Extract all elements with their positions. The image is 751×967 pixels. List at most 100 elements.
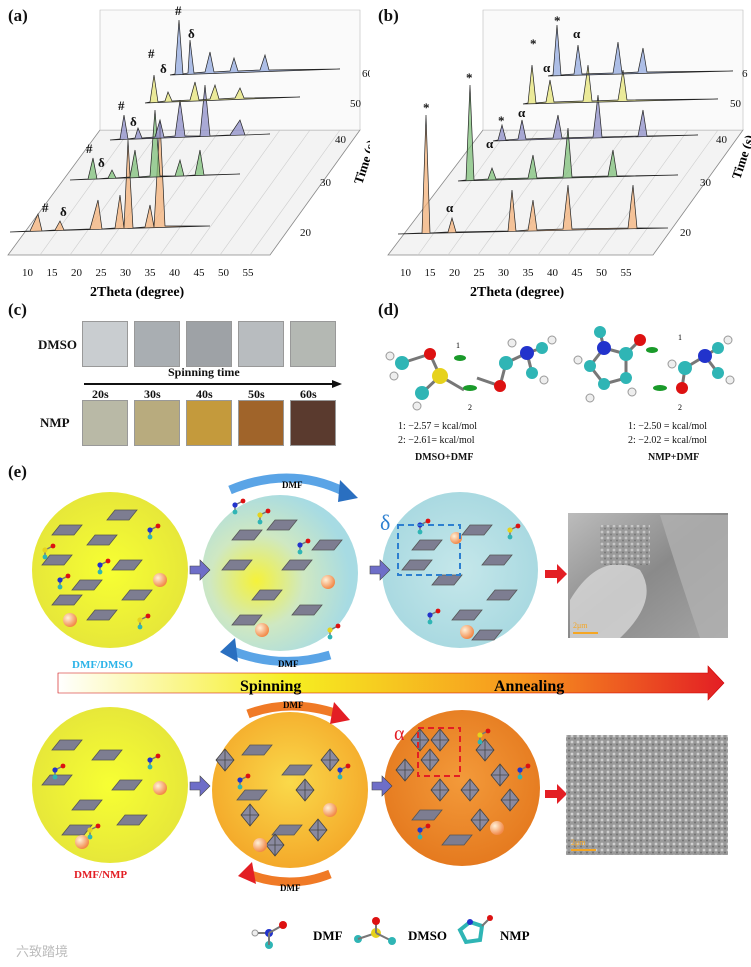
panel-a-label: (a): [8, 6, 28, 25]
solvent-molecule: [327, 623, 341, 640]
trace-20s: [397, 114, 669, 235]
solvent-molecule: [297, 538, 311, 555]
solvent-molecule: [42, 543, 56, 560]
panel-c-label: (c): [8, 300, 27, 319]
octahedron: [430, 778, 450, 802]
solvent-molecule: [57, 573, 71, 590]
x-tick: 40: [547, 267, 559, 279]
mechanism-schematic: δ α DMF DMF DMF DMF DMF/DMSO DMF/NMP Spi…: [16, 473, 728, 959]
solvent-molecule: [52, 763, 66, 780]
octahedron: [265, 833, 285, 857]
x-axis-label: 2Theta (degree): [90, 285, 185, 300]
panel-d-label: (d): [378, 300, 399, 319]
solvent-molecule: [137, 613, 151, 630]
solvent-molecule: [97, 558, 111, 575]
x-tick: 35: [523, 267, 535, 279]
spinning-time-arrow: [84, 380, 342, 388]
time-axis-label: Time (s): [351, 138, 370, 186]
arrow-to-sem: [545, 784, 567, 804]
x-tick: 15: [47, 267, 59, 279]
solvent-molecule: [517, 763, 531, 780]
trace-60s: [169, 19, 341, 76]
solvent-molecule: [147, 523, 161, 540]
svg-text:1: 1: [678, 333, 682, 342]
x-tick: 40: [169, 267, 181, 279]
trace-20s: [9, 119, 211, 233]
time-tick: 30: [700, 177, 712, 189]
svg-text:1: 1: [456, 341, 460, 350]
octahedron: [430, 728, 450, 752]
marker-alpha: α: [446, 200, 454, 215]
film-swatch: [134, 321, 180, 367]
spinning-annealing-bar: [57, 665, 725, 701]
arrow-to-sem: [545, 564, 567, 584]
film-swatch: [186, 400, 232, 446]
marker-hash: #: [118, 98, 125, 113]
x-tick: 15: [425, 267, 437, 279]
film-swatch: [82, 400, 128, 446]
delta-box: [397, 524, 461, 576]
legend-dmf: DMF: [313, 928, 343, 943]
marker-star: *: [530, 36, 537, 51]
marker-hash: #: [42, 200, 49, 215]
time-tick: 20: [300, 227, 312, 239]
marker-star: *: [498, 113, 505, 128]
film-swatch: [238, 400, 284, 446]
x-tick: 35: [145, 267, 157, 279]
marker-delta: δ: [60, 204, 67, 219]
row-label-dmso: DMSO: [38, 337, 77, 352]
trace-40s: [109, 84, 271, 141]
film-swatch: [186, 321, 232, 367]
marker-star: *: [423, 100, 430, 115]
octahedron: [460, 778, 480, 802]
x-tick: 50: [218, 267, 230, 279]
film-swatch: [82, 321, 128, 367]
solvent-molecule: [427, 608, 441, 625]
alpha-box: [417, 727, 461, 777]
marker-hash: #: [86, 141, 93, 156]
x-tick: 30: [498, 267, 510, 279]
nmp-dmf-energies: 1: −2.50 = kcal/mol 2: −2.02 = kcal/mol: [628, 421, 708, 446]
octahedron: [490, 763, 510, 787]
panel-a-xrd-waterfall: # δ # δ # δ # δ # δ 20 30 40 50 60 Time …: [7, 3, 370, 300]
marker-alpha: α: [518, 105, 526, 120]
panel-b-xrd-waterfall: * α * α * α * α * α 20 30 40 50 6 Time (…: [387, 9, 751, 300]
arrow-right: [369, 559, 391, 581]
trace-60s: [547, 24, 734, 77]
marker-delta: δ: [188, 26, 195, 41]
sem-image-dmso: 2μm: [568, 513, 728, 638]
x-tick: 25: [474, 267, 486, 279]
octahedron: [320, 748, 340, 772]
legend-nmp: NMP: [500, 928, 530, 943]
arrow-right: [189, 559, 211, 581]
solvent-molecule: [237, 773, 251, 790]
caption-dmf-nmp: DMF/NMP: [74, 869, 127, 881]
marker-alpha: α: [543, 60, 551, 75]
marker-delta: δ: [98, 155, 105, 170]
solvent-molecule: [507, 523, 521, 540]
octahedron: [410, 728, 430, 752]
octahedron: [295, 778, 315, 802]
octahedron: [240, 803, 260, 827]
svg-text:DMF: DMF: [283, 700, 304, 710]
time-tick: 30: [320, 177, 332, 189]
time-tick: 60: [362, 68, 370, 80]
solvent-molecule: [477, 728, 491, 745]
x-tick: 55: [243, 267, 255, 279]
nmp-dmf-caption: NMP+DMF: [648, 452, 700, 463]
film-swatch: [290, 321, 336, 367]
x-tick: 25: [96, 267, 108, 279]
x-axis-label: 2Theta (degree): [470, 285, 565, 300]
svg-text:DMF: DMF: [282, 480, 303, 490]
x-tick: 55: [621, 267, 633, 279]
film-swatch: [290, 400, 336, 446]
scalebar-label: 2μm: [571, 838, 586, 847]
time-tick: 6: [742, 68, 748, 80]
solvent-molecule: [417, 823, 431, 840]
x-tick: 10: [22, 267, 34, 279]
octahedron: [395, 758, 415, 782]
trace-40s: [492, 94, 699, 142]
trace-30s: [69, 109, 241, 181]
sem-image-nmp: 2μm: [566, 735, 728, 855]
x-tick: 20: [71, 267, 83, 279]
